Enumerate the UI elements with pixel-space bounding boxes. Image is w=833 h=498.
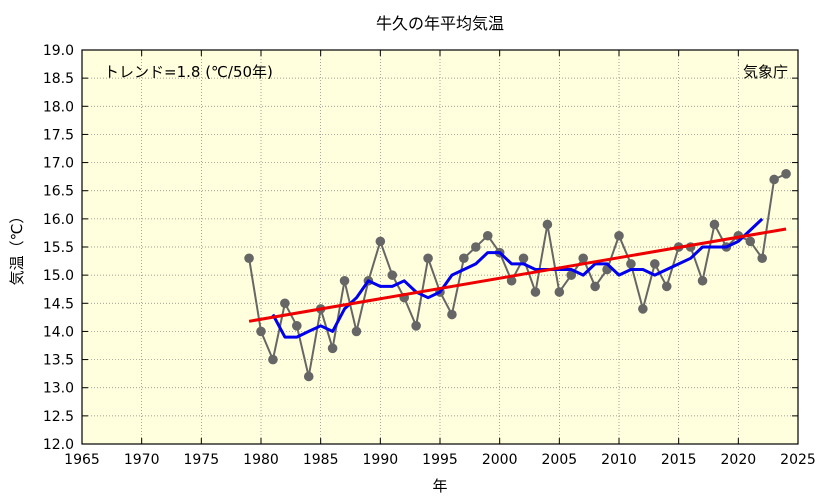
chart-title: 牛久の年平均気温 bbox=[376, 14, 504, 33]
x-axis-label: 年 bbox=[432, 477, 447, 495]
y-axis-label: 気温（℃） bbox=[8, 209, 26, 286]
series bbox=[244, 169, 791, 382]
x-tick-label: 1980 bbox=[243, 452, 279, 468]
y-tick-label: 16.5 bbox=[43, 184, 74, 200]
annual-temperature-point bbox=[661, 281, 672, 292]
source-label: 気象庁 bbox=[743, 63, 788, 81]
annual-temperature-point bbox=[482, 230, 493, 241]
annual-temperature-point bbox=[256, 326, 266, 337]
annual-temperature-point bbox=[339, 275, 350, 286]
x-tick-label: 2005 bbox=[542, 452, 578, 468]
annual-temperature-point bbox=[709, 219, 720, 230]
annual-temperature-point bbox=[745, 236, 756, 247]
annual-temperature-point bbox=[375, 236, 386, 247]
annual-temperature-point bbox=[244, 253, 254, 264]
annual-temperature-point bbox=[542, 219, 553, 230]
y-tick-label: 17.5 bbox=[43, 127, 74, 143]
y-tick-label: 15.0 bbox=[43, 268, 74, 284]
y-tick-label: 14.5 bbox=[43, 296, 74, 312]
y-tick-label: 14.0 bbox=[43, 324, 74, 340]
annual-temperature-point bbox=[554, 287, 565, 297]
x-tick-label: 1975 bbox=[184, 452, 220, 468]
x-tick-label: 1995 bbox=[422, 452, 458, 468]
annual-temperature-point bbox=[578, 253, 588, 264]
y-tick-label: 13.5 bbox=[43, 353, 74, 369]
annual-temperature-point bbox=[757, 253, 767, 264]
annual-temperature-point bbox=[638, 304, 648, 314]
moving-average-line bbox=[271, 217, 764, 339]
annual-temperature-point bbox=[506, 275, 517, 286]
y-tick-label: 12.5 bbox=[43, 409, 74, 425]
x-tick-label: 1965 bbox=[64, 452, 100, 468]
annual-temperature-point bbox=[459, 253, 469, 264]
annual-temperature-point bbox=[387, 270, 398, 280]
x-tick-label: 1985 bbox=[303, 452, 339, 468]
annual-temperature-point bbox=[303, 371, 314, 382]
annual-temperature-point bbox=[566, 270, 577, 280]
x-tick-label: 2020 bbox=[721, 452, 757, 468]
y-tick-label: 18.5 bbox=[43, 71, 74, 87]
y-tick-label: 18.0 bbox=[43, 99, 74, 115]
plot-frame bbox=[81, 49, 799, 445]
annual-temperature-point bbox=[650, 259, 660, 269]
annual-temperature-point bbox=[518, 253, 529, 264]
x-tick-label: 1990 bbox=[363, 452, 399, 468]
axis-ticks: 1965 1970 1975 1980 1985 1990 1995 2000 2005 2010… bbox=[43, 43, 816, 468]
x-tick-label: 2015 bbox=[661, 452, 697, 468]
annual-temperature-point bbox=[280, 298, 290, 309]
annual-temperature-point bbox=[292, 321, 302, 331]
annual-temperature-point bbox=[351, 326, 362, 337]
annual-temperature-line bbox=[248, 172, 787, 377]
annual-temperature-point bbox=[471, 242, 481, 252]
trend-label: トレンド=1.8 (℃/50年) bbox=[104, 63, 273, 81]
x-tick-label: 2010 bbox=[601, 452, 637, 468]
trend-line bbox=[248, 227, 787, 323]
annual-temperature-point bbox=[614, 230, 624, 241]
annual-temperature-point bbox=[626, 259, 636, 269]
annual-temperature-point bbox=[327, 343, 338, 354]
annual-temperature-point bbox=[423, 253, 433, 264]
y-tick-label: 16.0 bbox=[43, 212, 74, 228]
y-tick-label: 19.0 bbox=[43, 43, 74, 59]
x-tick-label: 2025 bbox=[780, 452, 816, 468]
annual-temperature-point bbox=[697, 275, 708, 286]
annual-temperature-point bbox=[447, 309, 457, 320]
grid bbox=[82, 50, 798, 444]
annual-temperature-point bbox=[769, 174, 779, 185]
y-tick-label: 17.0 bbox=[43, 156, 74, 172]
annual-temperature-point bbox=[781, 169, 791, 179]
annual-temperature-point bbox=[530, 287, 541, 297]
y-tick-label: 13.0 bbox=[43, 381, 74, 397]
y-tick-label: 15.5 bbox=[43, 240, 74, 256]
x-tick-label: 1970 bbox=[124, 452, 160, 468]
annual-temperature-point bbox=[590, 281, 600, 292]
annual-temperature-point bbox=[411, 321, 421, 331]
y-tick-label: 12.0 bbox=[43, 437, 74, 453]
annual-temperature-point bbox=[268, 354, 278, 365]
x-tick-label: 2000 bbox=[482, 452, 518, 468]
